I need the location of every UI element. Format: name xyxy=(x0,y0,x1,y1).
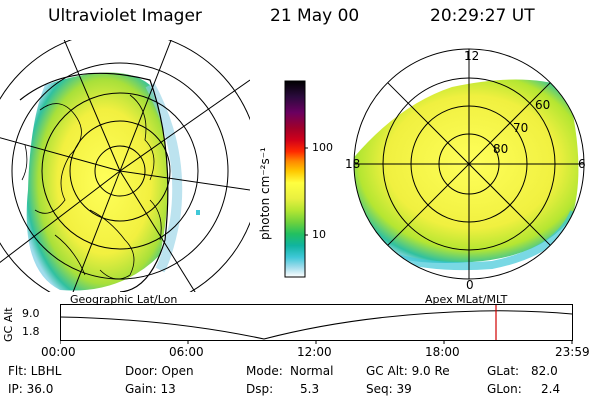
polar-map-label: Apex MLat/MLT xyxy=(425,293,508,306)
status-glat-label: GLat: xyxy=(487,364,520,378)
status-door: Door: Open xyxy=(125,364,194,378)
status-gain: Gain: 13 xyxy=(125,382,176,396)
mlt-label-18: 18 xyxy=(345,157,361,171)
mlat-label-80: 80 xyxy=(493,142,509,156)
mlt-label-12: 12 xyxy=(464,49,480,63)
timeline-axis-label: GC Alt xyxy=(2,307,15,342)
status-dsp-label: Dsp: xyxy=(246,382,274,396)
timeline-xtick-0000: 00:00 xyxy=(41,345,76,359)
status-gc-alt: GC Alt: 9.0 Re xyxy=(366,364,450,378)
status-mode-label: Mode: xyxy=(246,364,283,378)
time-label: 20:29:27 UT xyxy=(430,6,535,26)
mlt-label-0: 0 xyxy=(466,278,474,292)
colorbar-tick-100: 100 xyxy=(312,141,333,154)
status-glat-value: 82.0 xyxy=(531,364,558,378)
status-mode-value: Normal xyxy=(290,364,334,378)
colorbar-tick-10: 10 xyxy=(312,228,326,241)
colorbar-unit-label: photon cm⁻²s⁻¹ xyxy=(258,147,272,240)
geo-map-label: Geographic Lat/Lon xyxy=(70,293,178,306)
altitude-timeline xyxy=(60,304,573,344)
timeline-xtick-2359: 23:59 xyxy=(555,345,590,359)
status-dsp-value: 5.3 xyxy=(300,382,320,396)
status-ip: IP: 36.0 xyxy=(8,382,54,396)
status-glon-label: GLon: xyxy=(487,382,522,396)
mlt-label-6: 6 xyxy=(578,157,586,171)
mlat-label-70: 70 xyxy=(513,121,529,135)
timeline-xtick-1800: 18:00 xyxy=(425,345,460,359)
colorbar xyxy=(284,80,308,278)
timeline-xtick-0600: 06:00 xyxy=(169,345,204,359)
timeline-ytick-high: 9.0 xyxy=(22,307,40,320)
status-glon-value: 2.4 xyxy=(541,382,561,396)
status-filter: Flt: LBHL xyxy=(8,364,62,378)
timeline-ytick-low: 1.8 xyxy=(22,325,40,338)
polar-aurora-plot xyxy=(353,48,585,280)
status-seq: Seq: 39 xyxy=(366,382,412,396)
timeline-xtick-1200: 12:00 xyxy=(297,345,332,359)
geographic-aurora-image xyxy=(0,40,250,292)
date-label: 21 May 00 xyxy=(270,6,360,26)
mlat-label-60: 60 xyxy=(535,98,551,112)
instrument-title: Ultraviolet Imager xyxy=(48,6,202,26)
